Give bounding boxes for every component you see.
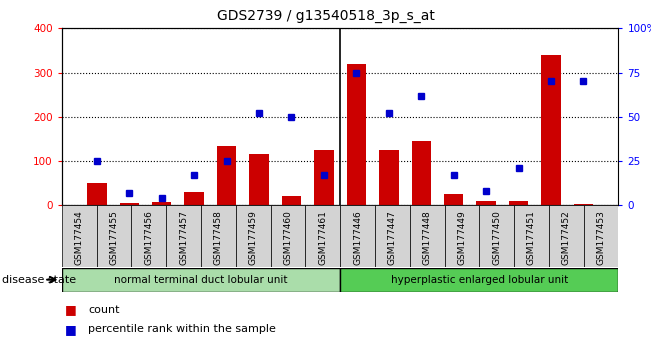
- Bar: [120, 203, 139, 205]
- Bar: [152, 202, 171, 205]
- Bar: [411, 141, 431, 205]
- Bar: [132, 205, 166, 267]
- Text: GSM177449: GSM177449: [458, 210, 466, 265]
- Text: GSM177461: GSM177461: [318, 210, 327, 265]
- Bar: [509, 201, 528, 205]
- Text: GSM177453: GSM177453: [596, 210, 605, 265]
- Bar: [305, 205, 340, 267]
- Text: GSM177456: GSM177456: [145, 210, 154, 265]
- Text: GSM177448: GSM177448: [422, 210, 432, 265]
- Bar: [379, 150, 398, 205]
- Text: ■: ■: [65, 303, 77, 316]
- Text: GSM177452: GSM177452: [562, 210, 571, 265]
- Bar: [445, 205, 479, 267]
- Text: GSM177450: GSM177450: [492, 210, 501, 265]
- Bar: [444, 194, 464, 205]
- Text: GSM177455: GSM177455: [109, 210, 118, 265]
- Bar: [541, 55, 561, 205]
- Text: GSM177451: GSM177451: [527, 210, 536, 265]
- Bar: [375, 205, 409, 267]
- Bar: [166, 205, 201, 267]
- Text: GDS2739 / g13540518_3p_s_at: GDS2739 / g13540518_3p_s_at: [217, 9, 434, 23]
- Bar: [340, 268, 618, 292]
- Bar: [574, 204, 593, 205]
- Bar: [477, 201, 496, 205]
- Bar: [184, 192, 204, 205]
- Text: GSM177460: GSM177460: [283, 210, 292, 265]
- Bar: [217, 145, 236, 205]
- Text: hyperplastic enlarged lobular unit: hyperplastic enlarged lobular unit: [391, 275, 568, 285]
- Bar: [249, 154, 269, 205]
- Bar: [271, 205, 305, 267]
- Bar: [314, 150, 334, 205]
- Text: GSM177454: GSM177454: [75, 210, 84, 265]
- Text: GSM177447: GSM177447: [388, 210, 397, 265]
- Text: GSM177457: GSM177457: [179, 210, 188, 265]
- Bar: [96, 205, 132, 267]
- Text: GSM177458: GSM177458: [214, 210, 223, 265]
- Bar: [340, 205, 375, 267]
- Bar: [549, 205, 584, 267]
- Bar: [409, 205, 445, 267]
- Text: GSM177459: GSM177459: [249, 210, 258, 265]
- Text: count: count: [88, 305, 119, 315]
- Bar: [282, 196, 301, 205]
- Text: GSM177446: GSM177446: [353, 210, 362, 265]
- Text: disease state: disease state: [2, 275, 76, 285]
- Bar: [201, 205, 236, 267]
- Bar: [479, 205, 514, 267]
- Bar: [584, 205, 618, 267]
- Text: ■: ■: [65, 323, 77, 336]
- Bar: [62, 268, 340, 292]
- Bar: [62, 205, 96, 267]
- Text: normal terminal duct lobular unit: normal terminal duct lobular unit: [114, 275, 288, 285]
- Bar: [236, 205, 271, 267]
- Text: percentile rank within the sample: percentile rank within the sample: [88, 324, 276, 334]
- Bar: [346, 64, 366, 205]
- Bar: [87, 183, 107, 205]
- Bar: [514, 205, 549, 267]
